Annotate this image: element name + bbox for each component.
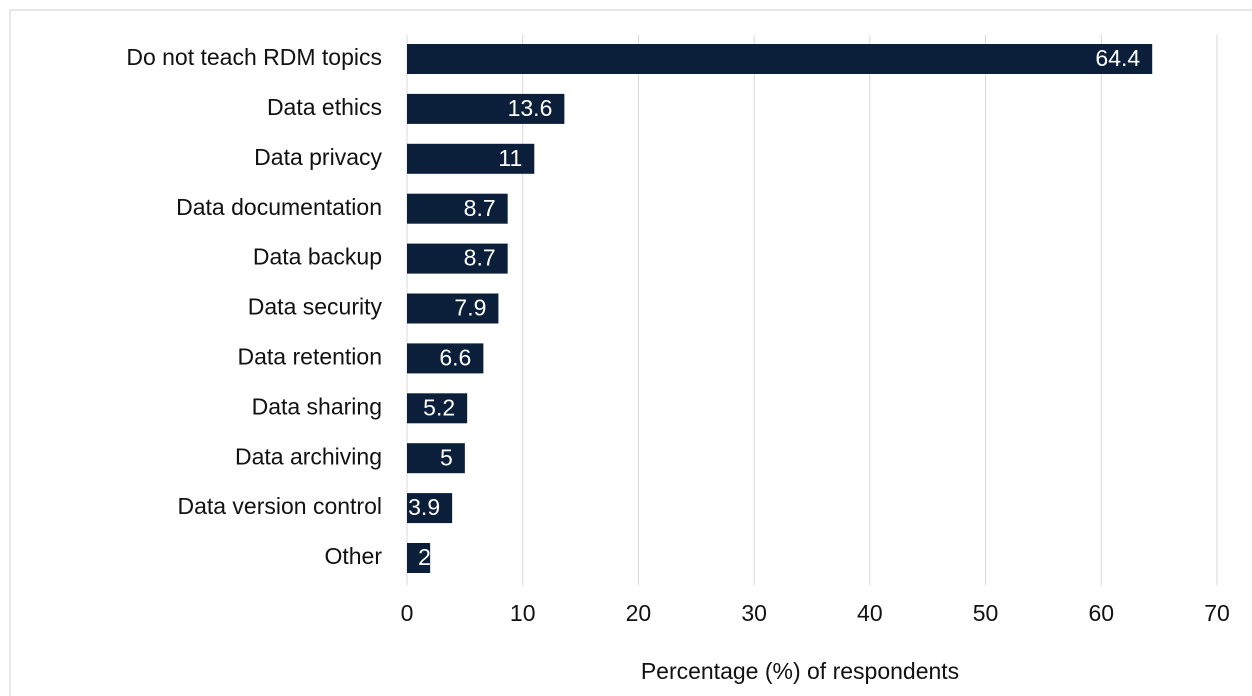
x-tick-label: 40 [857,600,883,626]
y-tick-label: Data sharing [252,393,382,419]
bar [407,343,484,374]
bar [407,143,535,174]
y-tick-label: Data archiving [235,443,382,469]
bar [407,193,508,224]
bar-value-label: 2 [418,544,431,570]
bar-value-label: 7.9 [454,295,486,321]
y-tick-label: Data ethics [267,94,382,120]
x-tick-label: 20 [626,600,652,626]
bar [407,393,468,424]
y-tick-label: Data retention [238,343,382,369]
y-tick-label: Do not teach RDM topics [126,44,382,70]
x-tick-label: 30 [741,600,767,626]
bar-value-label: 8.7 [464,245,496,271]
x-tick-label: 10 [510,600,536,626]
bar [407,543,431,573]
y-tick-label: Data privacy [254,144,382,170]
bar-value-label: 3.9 [408,494,440,520]
x-tick-label: 60 [1088,600,1114,626]
bar [407,243,508,274]
x-tick-label: 70 [1204,600,1230,626]
y-tick-label: Data security [248,294,383,320]
bar-value-label: 6.6 [439,344,471,370]
x-tick-label: 0 [401,600,414,626]
bar [407,44,1153,74]
bar [407,443,465,474]
y-tick-label: Other [324,543,382,569]
bar-value-label: 64.4 [1095,45,1140,71]
y-tick-label: Data backup [253,244,382,270]
x-axis-label: Percentage (%) of respondents [641,658,959,684]
bar [407,493,453,524]
bar-value-label: 8.7 [464,195,496,221]
chart-frame [9,9,1252,696]
y-tick-label: Data documentation [176,194,382,220]
y-tick-label: Data version control [177,493,382,519]
bar-value-label: 11 [498,145,522,171]
bar [407,293,499,324]
bar-value-label: 5 [440,444,453,470]
bar [407,93,565,124]
bar-value-label: 5.2 [423,394,455,420]
bar-value-label: 13.6 [508,95,553,121]
x-tick-label: 50 [973,600,999,626]
